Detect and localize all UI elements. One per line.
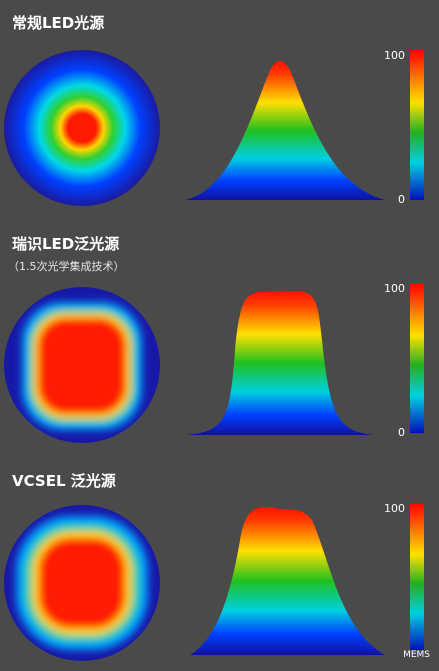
profile	[185, 61, 385, 200]
color-bar	[410, 283, 424, 433]
profile	[190, 506, 385, 655]
scale-max: 100	[384, 49, 405, 62]
profile	[185, 291, 375, 435]
panel-title: 瑞识LED泛光源	[12, 235, 119, 253]
scale-min: 0	[398, 426, 405, 439]
panel-subtitle: （1.5次光学集成技术）	[8, 259, 125, 273]
watermark: MEMS	[403, 650, 430, 660]
scale-min: 0	[398, 193, 405, 206]
color-bar	[410, 503, 424, 650]
scale-max: 100	[384, 502, 405, 515]
scale-max: 100	[384, 282, 405, 295]
panel-title: VCSEL 泛光源	[12, 472, 116, 490]
heatmap	[4, 50, 160, 206]
heatmap-core	[16, 516, 148, 650]
heatmap-core	[22, 302, 142, 430]
color-bar	[410, 50, 424, 200]
panel-title: 常规LED光源	[12, 14, 104, 32]
